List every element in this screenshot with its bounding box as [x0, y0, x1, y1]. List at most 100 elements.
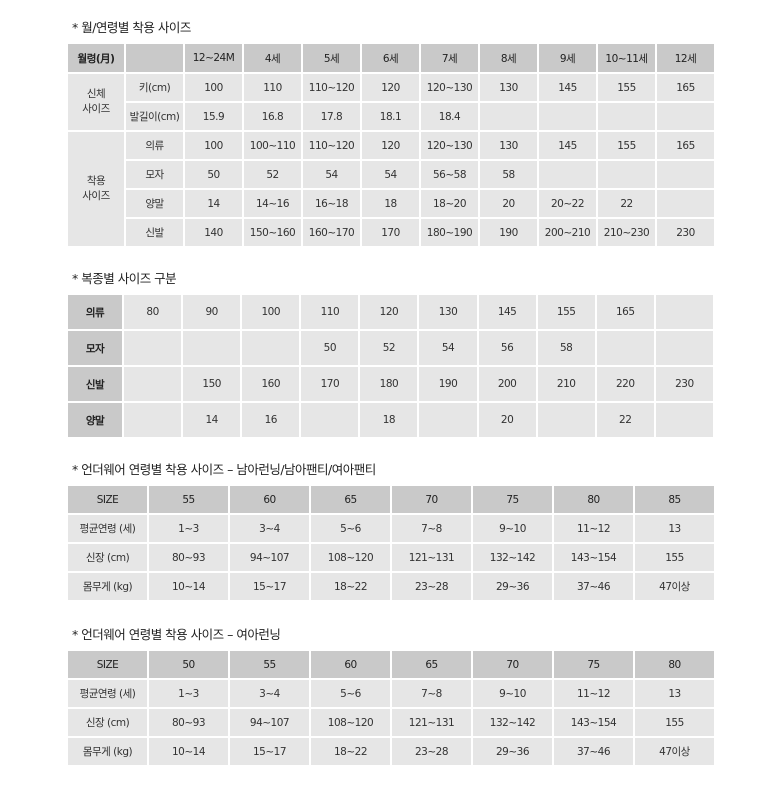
table-cell: 15.9: [185, 103, 242, 130]
row-label: 신장 (cm): [68, 709, 147, 736]
table-cell: 5~6: [311, 515, 390, 542]
table-cell: 165: [596, 295, 654, 329]
table-row: 양말 14 14~16 16~18 18 18~20 20 20~22 22: [68, 190, 714, 217]
table-cell: 150: [183, 367, 241, 401]
row-label: 몸무게 (kg): [68, 738, 147, 765]
table-cell: [124, 403, 182, 437]
table-cell: [598, 161, 655, 188]
column-header: 55: [230, 651, 309, 678]
table-cell: 16.8: [244, 103, 301, 130]
table-cell: 18: [360, 403, 418, 437]
table-row: 착용 사이즈 의류 100 100~110 110~120 120 120~130 130 14…: [68, 132, 714, 246]
table-cell: 145: [478, 295, 536, 329]
size-header: SIZE: [68, 651, 147, 678]
table-cell: [539, 103, 596, 130]
table-cell: 200~210: [539, 219, 596, 246]
table-cell: [657, 161, 714, 188]
table-cell: 100~110: [244, 132, 301, 159]
row-label: 평균연령 (세): [68, 680, 147, 707]
table-cell: 160: [242, 367, 300, 401]
table-cell: [655, 331, 713, 365]
table-cell: 145: [539, 74, 596, 101]
table-cell: 16~18: [303, 190, 360, 217]
table-cell: 130: [480, 74, 537, 101]
row-label: 양말: [126, 190, 183, 217]
table-cell: 20~22: [539, 190, 596, 217]
table-cell: 37~46: [554, 738, 633, 765]
table-cell: 155: [598, 74, 655, 101]
table-cell: 155: [635, 544, 714, 571]
table-cell: 155: [537, 295, 595, 329]
column-header: 65: [392, 651, 471, 678]
table-row: 발길이(cm) 15.9 16.8 17.8 18.1 18.4: [68, 103, 714, 130]
table-cell: 130: [480, 132, 537, 159]
column-header: 60: [230, 486, 309, 513]
table-cell: 29~36: [473, 573, 552, 600]
table-cell: 14~16: [244, 190, 301, 217]
table-cell: 18.1: [362, 103, 419, 130]
table-cell: [124, 331, 182, 365]
table-cell: 155: [598, 132, 655, 159]
table-cell: 132~142: [473, 544, 552, 571]
table-cell: 7~8: [392, 515, 471, 542]
table-cell: 110: [301, 295, 359, 329]
table-row: 신발 150 160 170 180 190 200 210 220 230: [68, 367, 713, 401]
table-cell: 3~4: [230, 680, 309, 707]
header-row: SIZE 55 60 65 70 75 80 85: [68, 486, 714, 513]
table-cell: [655, 295, 713, 329]
table-cell: 170: [301, 367, 359, 401]
column-header: 85: [635, 486, 714, 513]
row-label: 의류: [126, 132, 183, 159]
column-header: 12~24M: [185, 44, 242, 72]
column-header: 75: [473, 486, 552, 513]
table-cell: 58: [537, 331, 595, 365]
row-label: 키(cm): [126, 74, 183, 101]
table-cell: 121~131: [392, 544, 471, 571]
table-cell: [183, 331, 241, 365]
table-row: 신장 (cm) 80~93 94~107 108~120 121~131 132~142 1…: [68, 709, 714, 736]
column-header: 8세: [480, 44, 537, 72]
table-cell: 150~160: [244, 219, 301, 246]
table-cell: 110~120: [303, 132, 360, 159]
table-cell: 23~28: [392, 573, 471, 600]
table-cell: [480, 103, 537, 130]
table-cell: 20: [478, 403, 536, 437]
column-header: 6세: [362, 44, 419, 72]
table-cell: 29~36: [473, 738, 552, 765]
table-cell: 170: [362, 219, 419, 246]
row-label: 몸무게 (kg): [68, 573, 147, 600]
row-label: 양말: [68, 403, 123, 437]
table-cell: 52: [244, 161, 301, 188]
table-cell: 54: [303, 161, 360, 188]
table-cell: 3~4: [230, 515, 309, 542]
size-header: SIZE: [68, 486, 147, 513]
table-cell: 120: [360, 295, 418, 329]
table-cell: 143~154: [554, 544, 633, 571]
table-cell: 58: [480, 161, 537, 188]
table-cell: 210: [537, 367, 595, 401]
table-cell: 54: [419, 331, 477, 365]
table-cell: 100: [242, 295, 300, 329]
row-label: 모자: [68, 331, 123, 365]
table-cell: 56: [478, 331, 536, 365]
table-cell: 9~10: [473, 680, 552, 707]
table-cell: [537, 403, 595, 437]
table-cell: 90: [183, 295, 241, 329]
table-cell: 5~6: [311, 680, 390, 707]
table-cell: 130: [419, 295, 477, 329]
table-cell: 47이상: [635, 573, 714, 600]
column-header: 65: [311, 486, 390, 513]
group-label: 착용 사이즈: [68, 132, 124, 246]
table-cell: [124, 367, 182, 401]
table-cell: 17.8: [303, 103, 360, 130]
section-title-age-size: * 월/연령별 착용 사이즈: [72, 20, 191, 35]
table-cell: 16: [242, 403, 300, 437]
table-cell: 121~131: [392, 709, 471, 736]
row-label: 모자: [126, 161, 183, 188]
table-row: 평균연령 (세) 1~3 3~4 5~6 7~8 9~10 11~12 13: [68, 680, 714, 707]
table-cell: 22: [596, 403, 654, 437]
table-cell: 52: [360, 331, 418, 365]
table-row: 모자 50 52 54 54 56~58 58: [68, 161, 714, 188]
table-cell: [596, 331, 654, 365]
